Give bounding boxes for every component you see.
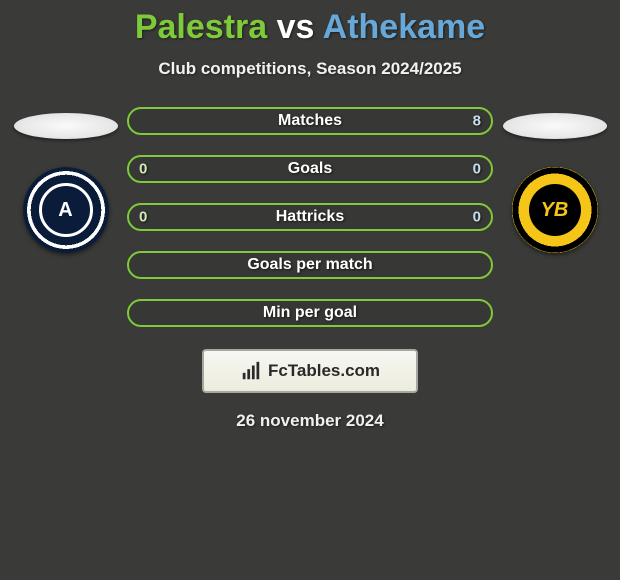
date-label: 26 november 2024 bbox=[0, 411, 620, 431]
stat-row-matches: Matches 8 bbox=[127, 107, 493, 135]
chart-icon bbox=[240, 360, 262, 382]
brand-box[interactable]: FcTables.com bbox=[202, 349, 418, 393]
player2-name: Athekame bbox=[323, 8, 486, 46]
subtitle: Club competitions, Season 2024/2025 bbox=[0, 59, 620, 79]
stat-row-mpg: Min per goal bbox=[127, 299, 493, 327]
stat-row-hattricks: 0 Hattricks 0 bbox=[127, 203, 493, 231]
left-side: A bbox=[8, 107, 123, 253]
team1-crest: A bbox=[23, 167, 109, 253]
stat-right-value: 0 bbox=[473, 209, 481, 226]
stat-left-value: 0 bbox=[139, 161, 147, 178]
stats-column: Matches 8 0 Goals 0 0 Hattricks 0 Goals … bbox=[123, 107, 497, 327]
right-side: YB bbox=[497, 107, 612, 253]
stat-label: Hattricks bbox=[276, 208, 344, 226]
brand-text: FcTables.com bbox=[268, 361, 380, 381]
stat-label: Min per goal bbox=[263, 304, 357, 322]
stat-row-gpm: Goals per match bbox=[127, 251, 493, 279]
stat-right-value: 0 bbox=[473, 161, 481, 178]
team2-crest-letter: YB bbox=[529, 184, 581, 236]
player1-placeholder bbox=[14, 113, 118, 139]
stat-row-goals: 0 Goals 0 bbox=[127, 155, 493, 183]
player2-placeholder bbox=[503, 113, 607, 139]
team1-crest-letter: A bbox=[39, 183, 93, 237]
page-title: Palestra vs Athekame bbox=[0, 8, 620, 47]
player1-name: Palestra bbox=[135, 8, 267, 46]
stat-right-value: 8 bbox=[473, 113, 481, 130]
stat-left-value: 0 bbox=[139, 209, 147, 226]
stat-label: Goals per match bbox=[247, 256, 372, 274]
columns: A Matches 8 0 Goals 0 0 Hattricks 0 Goal… bbox=[0, 107, 620, 327]
stat-label: Goals bbox=[288, 160, 332, 178]
stat-label: Matches bbox=[278, 112, 342, 130]
team2-crest: YB bbox=[512, 167, 598, 253]
vs-label: vs bbox=[277, 8, 315, 46]
comparison-card: Palestra vs Athekame Club competitions, … bbox=[0, 0, 620, 431]
